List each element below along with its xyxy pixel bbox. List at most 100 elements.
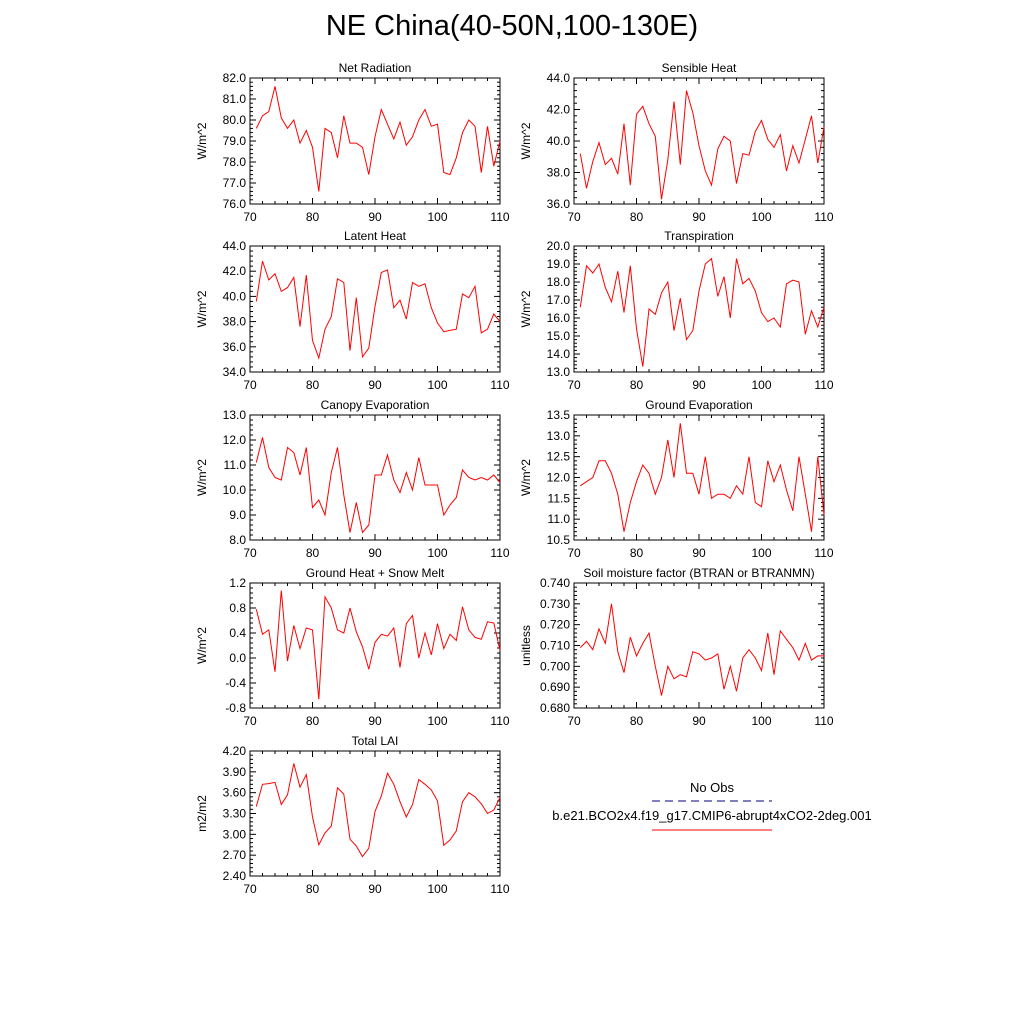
y-axis-label: W/m^2 [195, 122, 209, 159]
y-tick-label: 10.0 [223, 483, 247, 497]
x-tick-label: 80 [630, 210, 644, 224]
y-tick-label: 78.0 [223, 155, 247, 169]
y-tick-label: 42.0 [223, 264, 247, 278]
series-line [255, 437, 501, 534]
series-line [255, 86, 501, 192]
chart-panel-8: 70 80 90 100 110 0.680 0.690 0.700 0.710 0.720 0.7… [519, 566, 834, 728]
y-tick-label: 11.0 [548, 512, 571, 526]
y-tick-label: 19.0 [547, 257, 571, 271]
y-tick-label: 0.740 [540, 576, 570, 590]
y-axis-label: m2/m2 [195, 795, 209, 832]
y-tick-label: 77.0 [223, 176, 247, 190]
y-axis-label: unitless [519, 625, 533, 666]
panel-title: Latent Heat [344, 229, 407, 243]
x-tick-label: 70 [243, 378, 257, 392]
x-tick-label: 110 [490, 714, 509, 728]
y-tick-label: 10.5 [547, 533, 571, 547]
y-tick-label: 3.60 [223, 786, 247, 800]
x-tick-label: 90 [368, 378, 382, 392]
x-tick-label: 90 [368, 210, 382, 224]
y-tick-label: 36.0 [547, 197, 571, 211]
series-line [579, 257, 825, 367]
y-tick-label: 44.0 [547, 71, 571, 85]
plot-frame [249, 582, 501, 709]
y-axis-label: W/m^2 [519, 290, 533, 327]
plot-frame [249, 77, 501, 205]
y-tick-label: 0.710 [540, 639, 570, 653]
y-tick-label: 2.70 [223, 848, 247, 862]
y-axis-label: W/m^2 [195, 627, 209, 664]
x-tick-label: 70 [567, 546, 581, 560]
y-tick-label: 76.0 [223, 197, 247, 211]
y-tick-label: 38.0 [223, 315, 247, 329]
panel-title: Total LAI [352, 734, 399, 748]
x-tick-label: 110 [814, 378, 833, 392]
panel-title: Ground Heat + Snow Melt [306, 566, 445, 580]
series-line [255, 763, 501, 858]
chart-panel-5: 70 80 90 100 110 8.0 9.0 10.0 11.0 12.0 13.0 Canopy… [195, 398, 510, 560]
series-line [579, 90, 825, 200]
y-tick-label: 18.0 [547, 275, 571, 289]
y-tick-label: 81.0 [223, 92, 247, 106]
y-tick-label: 8.0 [229, 533, 246, 547]
chart-panel-4: 70 80 90 100 110 13.0 14.0 15.0 16.0 17.0 18.0 19.0… [519, 229, 834, 392]
y-tick-label: 0.700 [540, 659, 570, 673]
x-tick-label: 80 [306, 378, 320, 392]
chart-panel-6: 70 80 90 100 110 10.5 11.0 11.5 12.0 12.5 13.0 13.5… [519, 398, 834, 560]
x-tick-label: 70 [567, 378, 581, 392]
chart-panel-2: 70 80 90 100 110 36.0 38.0 40.0 42.0 44.0 Sensible… [519, 61, 834, 224]
x-tick-label: 110 [490, 882, 509, 896]
chart-panel-3: 70 80 90 100 110 34.0 36.0 38.0 40.0 42.0 44.0 Late… [195, 229, 510, 392]
y-tick-label: 36.0 [223, 340, 247, 354]
x-tick-label: 100 [751, 546, 771, 560]
y-tick-label: 3.00 [223, 827, 247, 841]
y-tick-label: 11.0 [224, 458, 247, 472]
legend: No Obs b.e21.BCO2x4.f19_g17.CMIP6-abrupt4… [552, 780, 872, 831]
y-tick-label: 14.0 [547, 347, 571, 361]
x-tick-label: 90 [692, 210, 706, 224]
x-tick-label: 110 [814, 546, 833, 560]
y-tick-label: 40.0 [547, 134, 571, 148]
y-tick-label: 0.8 [229, 601, 246, 615]
y-tick-label: 34.0 [223, 365, 247, 379]
y-tick-label: 1.2 [229, 576, 246, 590]
x-tick-label: 100 [427, 210, 447, 224]
y-tick-label: 16.0 [547, 311, 571, 325]
chart-panel-1: 70 80 90 100 110 76.0 77.0 78.0 79.0 80.0 81.0 82.0… [195, 61, 510, 224]
x-tick-label: 90 [368, 882, 382, 896]
series-line [255, 590, 501, 700]
y-tick-label: 13.0 [547, 429, 571, 443]
legend-obs-label: No Obs [690, 780, 735, 795]
x-tick-label: 110 [814, 210, 833, 224]
chart-panel-7: 70 80 90 100 110 -0.8 -0.4 0.0 0.4 0.8 1.2 Ground H… [195, 566, 510, 728]
y-tick-label: 13.0 [223, 408, 247, 422]
x-tick-label: 110 [490, 546, 509, 560]
y-tick-label: 12.5 [547, 450, 571, 464]
x-tick-label: 80 [306, 546, 320, 560]
x-tick-label: 80 [630, 546, 644, 560]
x-tick-label: 100 [427, 546, 447, 560]
x-tick-label: 90 [368, 714, 382, 728]
x-tick-label: 80 [306, 714, 320, 728]
x-tick-label: 110 [814, 714, 833, 728]
x-tick-label: 70 [243, 546, 257, 560]
series-line [579, 603, 824, 696]
y-tick-label: 40.0 [223, 289, 247, 303]
y-tick-label: -0.8 [225, 701, 246, 715]
x-tick-label: 100 [427, 714, 447, 728]
y-tick-label: 2.40 [223, 869, 247, 883]
legend-model-label: b.e21.BCO2x4.f19_g17.CMIP6-abrupt4xCO2-2… [552, 808, 871, 823]
y-axis-label: W/m^2 [519, 122, 533, 159]
x-tick-label: 90 [692, 714, 706, 728]
y-tick-label: 38.0 [547, 166, 571, 180]
y-tick-label: 0.730 [540, 597, 570, 611]
plot-frame [573, 414, 825, 541]
x-tick-label: 110 [490, 210, 509, 224]
plot-frame [573, 77, 825, 205]
panel-title: Net Radiation [339, 61, 412, 75]
series-line [580, 423, 825, 532]
x-tick-label: 90 [692, 546, 706, 560]
x-tick-label: 70 [567, 714, 581, 728]
